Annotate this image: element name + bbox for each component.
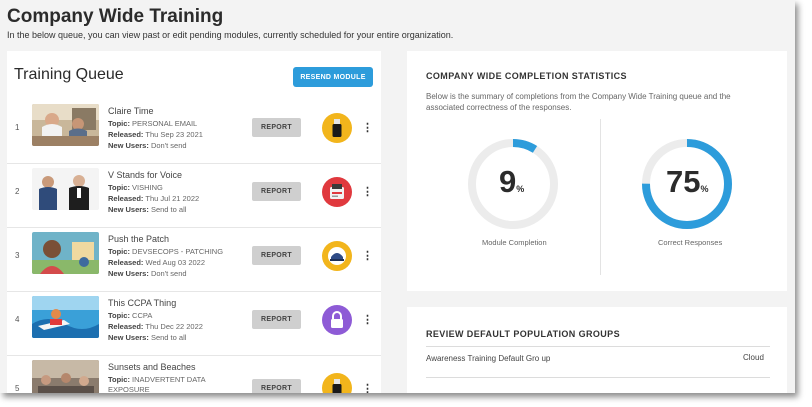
- queue-row: 4 This CCPA Thing Topic: CCPA Released: …: [7, 292, 381, 356]
- correct-responses-gauge: [641, 138, 733, 230]
- module-title: Push the Patch: [108, 234, 170, 244]
- row-number: 1: [15, 123, 20, 132]
- payment-terminal-icon: [322, 177, 352, 207]
- module-new-users: New Users: Send to all: [108, 333, 187, 342]
- stats-title: COMPANY WIDE COMPLETION STATISTICS: [426, 71, 627, 81]
- module-thumbnail[interactable]: [32, 104, 99, 146]
- module-topic: Topic: INADVERTENT DATA: [108, 375, 206, 384]
- page-subtitle: In the below queue, you can view past or…: [7, 30, 454, 40]
- row-number: 5: [15, 384, 20, 393]
- stats-description: Below is the summary of completions from…: [426, 92, 731, 112]
- more-options-icon[interactable]: ⋮: [362, 122, 373, 134]
- module-topic: Topic: DEVSECOPS - PATCHING: [108, 247, 224, 256]
- module-new-users: New Users: Send to all: [108, 205, 187, 214]
- group-name[interactable]: Awareness Training Default Gro up: [426, 354, 551, 363]
- groups-title: REVIEW DEFAULT POPULATION GROUPS: [426, 329, 620, 339]
- queue-row: 1 Claire Time Topic: PERSONAL EMAIL Rele…: [7, 100, 381, 164]
- report-button[interactable]: REPORT: [252, 310, 301, 329]
- row-number: 4: [15, 315, 20, 324]
- page-title: Company Wide Training: [7, 6, 224, 27]
- module-topic-continued: EXPOSURE: [108, 385, 150, 393]
- more-options-icon[interactable]: ⋮: [362, 250, 373, 262]
- correct-responses-label: Correct Responses: [658, 238, 723, 247]
- module-released: Released: Thu Jul 21 2022: [108, 194, 200, 203]
- module-topic: Topic: CCPA: [108, 311, 153, 320]
- module-title: Claire Time: [108, 106, 154, 116]
- module-released: Released: Wed Aug 03 2022: [108, 258, 206, 267]
- shield-cap-icon: [322, 241, 352, 271]
- row-number: 3: [15, 251, 20, 260]
- report-button[interactable]: REPORT: [252, 246, 301, 265]
- queue-row: 3 Push the Patch Topic: DEVSECOPS - PATC…: [7, 228, 381, 292]
- module-thumbnail[interactable]: [32, 296, 99, 338]
- module-completion-label: Module Completion: [482, 238, 547, 247]
- correct-responses-value: 75%: [666, 164, 709, 199]
- module-released: Released: Thu Dec 22 2022: [108, 322, 203, 331]
- report-button[interactable]: REPORT: [252, 379, 301, 393]
- module-title: This CCPA Thing: [108, 298, 177, 308]
- completion-statistics-card: COMPANY WIDE COMPLETION STATISTICS Below…: [407, 51, 787, 291]
- resend-module-button[interactable]: RESEND MODULE: [293, 67, 373, 87]
- population-groups-card: REVIEW DEFAULT POPULATION GROUPS Awarene…: [407, 307, 787, 393]
- queue-title: Training Queue: [14, 66, 124, 83]
- module-thumbnail[interactable]: [32, 360, 99, 393]
- app-window: Company Wide Training In the below queue…: [0, 0, 795, 393]
- module-new-users: New Users: Don't send: [108, 141, 187, 150]
- module-topic: Topic: PERSONAL EMAIL: [108, 119, 198, 128]
- module-thumbnail[interactable]: [32, 168, 99, 210]
- queue-row: 2 V Stands for Voice Topic: VISHING Rele…: [7, 164, 381, 228]
- row-number: 2: [15, 187, 20, 196]
- more-options-icon[interactable]: ⋮: [362, 314, 373, 326]
- stats-divider: [600, 119, 601, 275]
- more-options-icon[interactable]: ⋮: [362, 383, 373, 393]
- module-thumbnail[interactable]: [32, 232, 99, 274]
- usb-drive-icon: [322, 113, 352, 143]
- report-button[interactable]: REPORT: [252, 118, 301, 137]
- module-new-users: New Users: Don't send: [108, 269, 187, 278]
- training-queue-card: Training Queue RESEND MODULE 1 Claire Ti…: [7, 51, 381, 393]
- module-title: V Stands for Voice: [108, 170, 183, 180]
- report-button[interactable]: REPORT: [252, 182, 301, 201]
- lock-icon: [322, 305, 352, 335]
- module-title: Sunsets and Beaches: [108, 362, 196, 372]
- queue-row: 5 Sunsets and Beaches Topic: INADVERTENT…: [7, 356, 381, 393]
- module-completion-gauge: [467, 138, 559, 230]
- module-released: Released: Thu Sep 23 2021: [108, 130, 203, 139]
- more-options-icon[interactable]: ⋮: [362, 186, 373, 198]
- groups-row-divider: [426, 377, 770, 378]
- module-topic: Topic: VISHING: [108, 183, 163, 192]
- module-completion-value: 9%: [499, 164, 525, 199]
- usb-drive-icon: [322, 373, 352, 393]
- group-type: Cloud: [743, 353, 764, 362]
- groups-divider: [426, 346, 770, 347]
